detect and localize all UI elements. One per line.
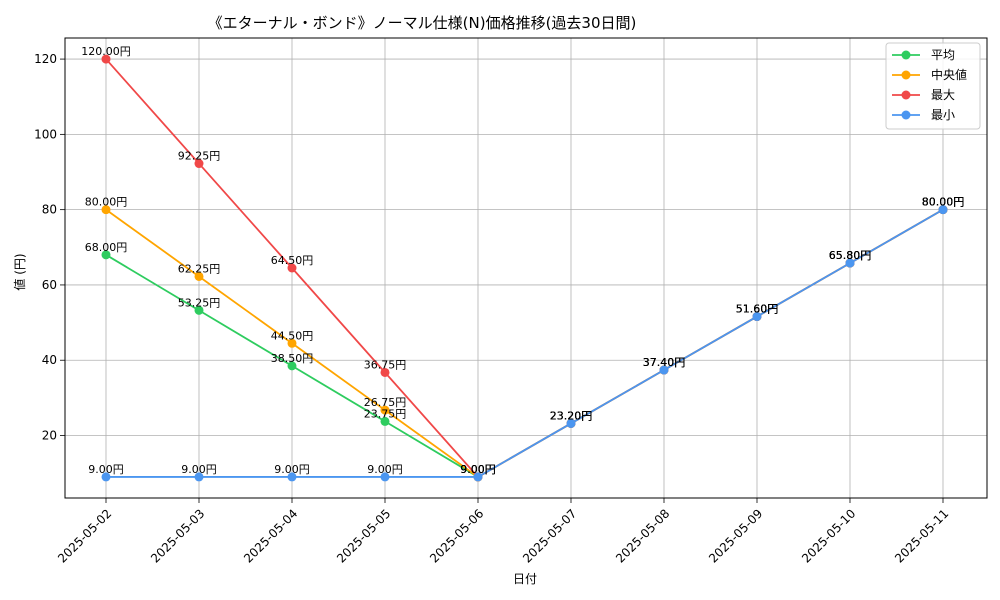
data-point	[101, 205, 111, 215]
data-point	[194, 472, 204, 482]
data-label: 37.40円	[643, 356, 686, 369]
data-label: 64.50円	[271, 254, 314, 267]
data-point	[380, 405, 390, 415]
data-label: 38.50円	[271, 352, 314, 365]
data-point	[380, 416, 390, 426]
data-label: 80.00円	[922, 196, 965, 209]
data-point	[287, 472, 297, 482]
data-label: 65.80円	[829, 249, 872, 262]
data-label: 51.60円	[736, 303, 779, 316]
data-label: 51.60円	[736, 303, 779, 316]
data-label: 23.20円	[550, 409, 593, 422]
data-label: 9.00円	[460, 463, 496, 476]
data-label: 23.20円	[550, 409, 593, 422]
data-label: 9.00円	[460, 463, 496, 476]
data-label: 65.80円	[829, 249, 872, 262]
data-label: 9.00円	[367, 463, 403, 476]
data-point	[845, 258, 855, 268]
series-line	[106, 208, 944, 478]
data-label: 23.20円	[550, 409, 593, 422]
data-label: 80.00円	[85, 196, 128, 209]
series-layer	[101, 54, 948, 482]
data-label: 120.00円	[81, 45, 131, 58]
data-point	[194, 271, 204, 281]
data-label: 65.80円	[829, 249, 872, 262]
y-tick-label: 100	[34, 127, 57, 141]
data-point	[101, 472, 111, 482]
legend-label: 最大	[931, 88, 955, 102]
data-point	[101, 250, 111, 260]
data-label: 23.20円	[550, 409, 593, 422]
x-axis-label: 日付	[513, 572, 537, 586]
legend-marker	[901, 50, 911, 60]
y-tick-label: 40	[42, 353, 57, 367]
data-point	[380, 472, 390, 482]
data-label: 80.00円	[922, 196, 965, 209]
y-tick-label: 20	[42, 429, 57, 443]
data-label: 9.00円	[274, 463, 310, 476]
data-label: 80.00円	[922, 196, 965, 209]
data-label: 44.50円	[271, 329, 314, 342]
data-point	[566, 418, 576, 428]
legend-label: 中央値	[931, 67, 967, 82]
legend-marker	[901, 70, 911, 80]
data-point	[659, 365, 669, 375]
data-label: 9.00円	[460, 463, 496, 476]
data-point	[473, 472, 483, 482]
data-label: 51.60円	[736, 303, 779, 316]
data-label: 51.60円	[736, 303, 779, 316]
y-tick-label: 60	[42, 278, 57, 292]
chart-title: 《エターナル・ボンド》ノーマル仕様(N)価格推移(過去30日間)	[208, 14, 637, 32]
data-label: 65.80円	[829, 249, 872, 262]
data-point	[194, 305, 204, 315]
y-axis-label: 値 (円)	[12, 253, 27, 290]
plot-frame	[64, 37, 988, 499]
data-label: 23.75円	[364, 407, 407, 420]
data-point	[287, 361, 297, 371]
data-point	[287, 338, 297, 348]
grid-layer	[65, 38, 987, 498]
data-point	[380, 367, 390, 377]
data-label: 37.40円	[643, 356, 686, 369]
y-tick-label: 80	[42, 203, 57, 217]
data-label: 62.25円	[178, 262, 221, 275]
legend-marker	[901, 110, 911, 120]
data-point	[194, 159, 204, 169]
legend-box	[885, 42, 981, 130]
data-point	[287, 263, 297, 273]
data-label: 9.00円	[460, 463, 496, 476]
data-point	[101, 54, 111, 64]
legend-marker	[901, 90, 911, 100]
data-label: 80.00円	[922, 196, 965, 209]
data-label: 92.25円	[178, 150, 221, 163]
data-label: 9.00円	[88, 463, 124, 476]
data-label: 9.00円	[181, 463, 217, 476]
legend-label: 最小	[931, 108, 955, 122]
data-label: 53.25円	[178, 296, 221, 309]
data-point	[752, 312, 762, 322]
data-label: 37.40円	[643, 356, 686, 369]
data-point	[938, 205, 948, 215]
data-label: 26.75円	[364, 396, 407, 409]
data-label: 37.40円	[643, 356, 686, 369]
data-labels-layer: 68.00円 53.25円 38.50円 23.75円 9.00円 23.20円 37.40…	[81, 45, 964, 476]
legend-label: 平均	[931, 48, 955, 62]
y-tick-label: 120	[34, 52, 57, 66]
data-label: 68.00円	[85, 241, 128, 254]
data-label: 36.75円	[364, 358, 407, 371]
